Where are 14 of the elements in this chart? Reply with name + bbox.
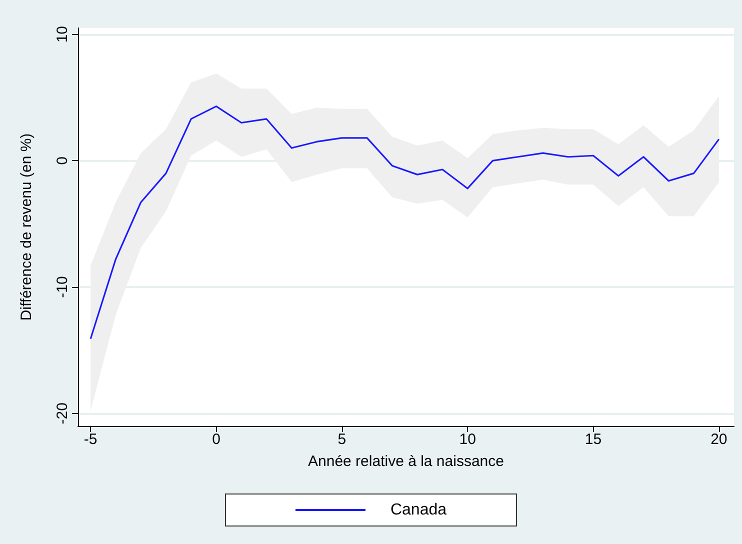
x-tick-label: 5 bbox=[338, 431, 346, 448]
x-tick-label: 10 bbox=[459, 431, 476, 448]
y-tick-label: 0 bbox=[54, 156, 71, 165]
x-axis-title: Année relative à la naissance bbox=[308, 453, 504, 470]
x-tick-label: 20 bbox=[710, 431, 728, 448]
legend-label: Canada bbox=[390, 502, 447, 518]
x-tick-label: 0 bbox=[212, 431, 220, 448]
y-axis-title: Différence de revenu (en %) bbox=[18, 133, 35, 321]
y-tick-label: -20 bbox=[54, 402, 71, 424]
y-tick-label: -10 bbox=[54, 276, 71, 298]
y-tick-label: 10 bbox=[54, 26, 71, 43]
x-tick-label: -5 bbox=[84, 431, 98, 448]
x-tick-label: 15 bbox=[584, 431, 602, 448]
line-series bbox=[90, 106, 720, 340]
